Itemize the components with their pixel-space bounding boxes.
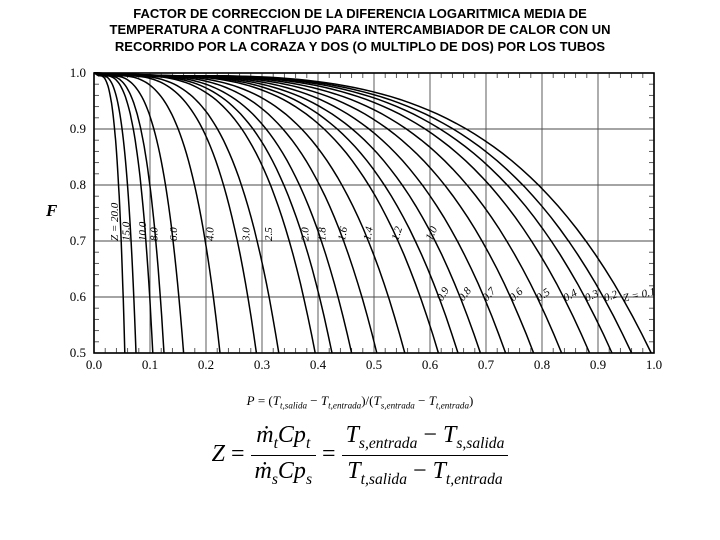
svg-text:1.0: 1.0 <box>70 65 86 80</box>
svg-text:0.7: 0.7 <box>478 357 495 372</box>
svg-text:0.5: 0.5 <box>70 345 86 360</box>
page-title: FACTOR DE CORRECCION DE LA DIFERENCIA LO… <box>0 0 720 57</box>
x-axis-caption: P = (Tt,salida − Tt,entrada)/(Ts,entrada… <box>0 393 720 411</box>
svg-text:0.1: 0.1 <box>142 357 158 372</box>
title-line-1: FACTOR DE CORRECCION DE LA DIFERENCIA LO… <box>12 6 708 22</box>
title-line-3: RECORRIDO POR LA CORAZA Y DOS (O MULTIPL… <box>12 39 708 55</box>
svg-text:0.0: 0.0 <box>86 357 102 372</box>
y-axis-label: F <box>46 201 57 221</box>
svg-text:0.9: 0.9 <box>590 357 606 372</box>
svg-text:10.0: 10.0 <box>137 221 149 241</box>
correction-factor-chart: F 0.00.10.20.30.40.50.60.70.80.91.00.50.… <box>40 61 680 391</box>
svg-text:1.0: 1.0 <box>646 357 662 372</box>
svg-text:4.0: 4.0 <box>204 227 216 241</box>
formula-lhs: Z <box>212 441 225 467</box>
z-formula: Z = ṁtCpt ṁsCps = Ts,entrada − Ts,sali… <box>0 422 720 489</box>
svg-text:0.2: 0.2 <box>198 357 214 372</box>
chart-svg: 0.0 0.1 0.2 0.3 0.4 0.5 0.6 0.7 0.8 0.9 1.0 0.5 0.6 0… <box>40 61 680 391</box>
svg-text:2.5: 2.5 <box>263 227 275 241</box>
svg-text:1.8: 1.8 <box>316 227 328 241</box>
svg-text:Z = 20.0: Z = 20.0 <box>109 202 121 241</box>
svg-text:8.0: 8.0 <box>148 227 160 241</box>
formula-rhs-frac: Ts,entrada − Ts,salida Tt,salida − Tt,en… <box>342 422 509 489</box>
svg-text:0.4: 0.4 <box>310 357 327 372</box>
svg-text:0.3: 0.3 <box>254 357 270 372</box>
svg-text:15.0: 15.0 <box>120 221 132 241</box>
svg-text:0.8: 0.8 <box>70 177 86 192</box>
svg-text:3.0: 3.0 <box>241 227 253 242</box>
svg-text:0.7: 0.7 <box>70 233 87 248</box>
svg-text:0.6: 0.6 <box>422 357 439 372</box>
svg-text:0.8: 0.8 <box>534 357 550 372</box>
svg-text:0.6: 0.6 <box>70 289 87 304</box>
svg-text:0.9: 0.9 <box>70 121 86 136</box>
svg-text:6.0: 6.0 <box>168 227 180 241</box>
formula-mid-frac: ṁtCpt ṁsCps <box>251 422 317 489</box>
svg-text:0.5: 0.5 <box>366 357 382 372</box>
title-line-2: TEMPERATURA A CONTRAFLUJO PARA INTERCAMB… <box>12 22 708 38</box>
